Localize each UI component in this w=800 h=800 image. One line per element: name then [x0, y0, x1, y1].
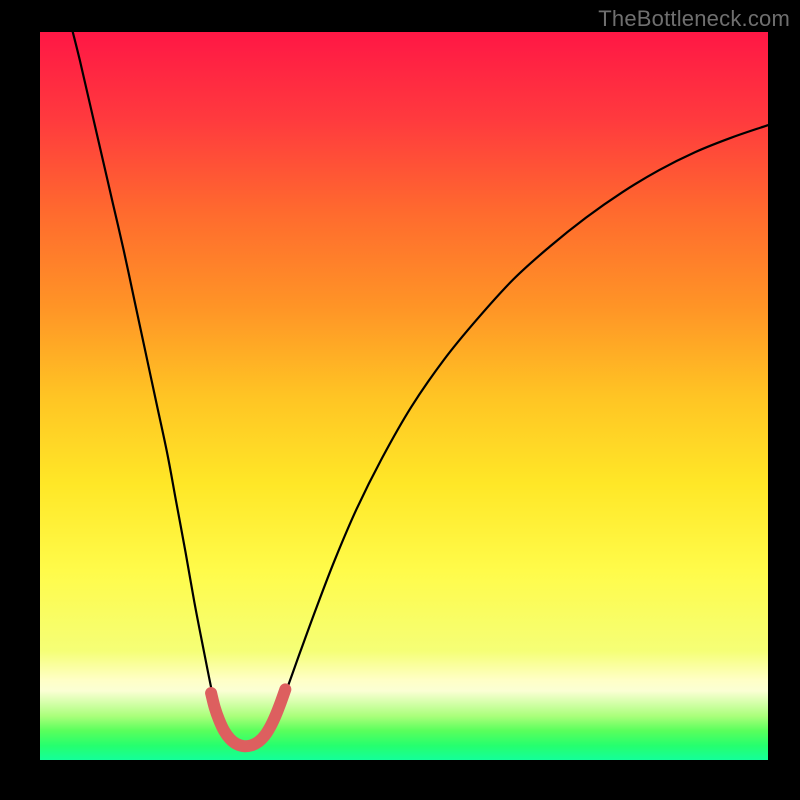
- plot-area: [40, 32, 768, 760]
- gradient-background: [40, 32, 768, 760]
- chart-stage: TheBottleneck.com: [0, 0, 800, 800]
- plot-svg: [40, 32, 768, 760]
- watermark-label: TheBottleneck.com: [598, 6, 790, 32]
